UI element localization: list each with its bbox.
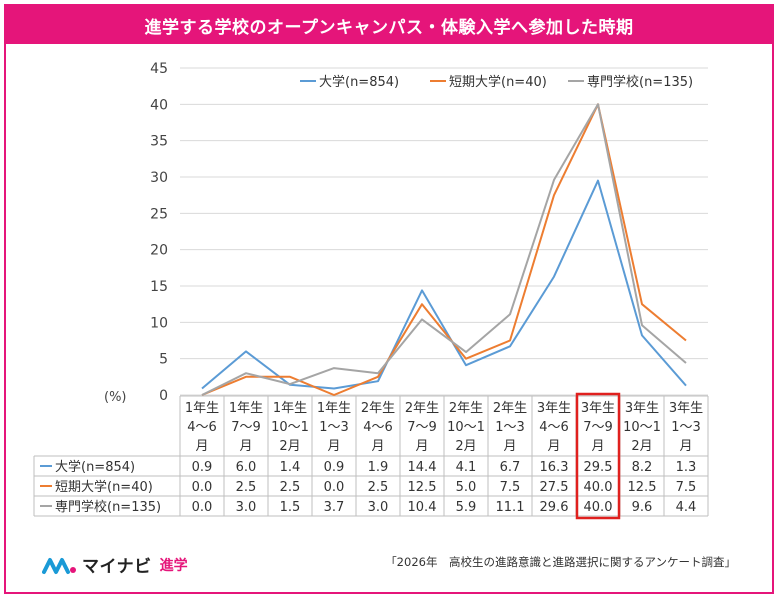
legend-label: 短期大学(n=40) bbox=[449, 74, 547, 90]
category-label: 2年生 bbox=[493, 401, 527, 416]
category-label: 7～9 bbox=[407, 420, 437, 435]
table-cell-value: 1.9 bbox=[368, 460, 389, 475]
table-cell-value: 29.6 bbox=[540, 500, 569, 515]
category-label: 月 bbox=[547, 439, 560, 454]
category-label: 月 bbox=[195, 439, 208, 454]
category-label: 1年生 bbox=[185, 401, 219, 416]
logo-accent: 進学 bbox=[159, 557, 188, 574]
table-cell-value: 29.5 bbox=[584, 460, 613, 475]
y-tick-label: 0 bbox=[159, 388, 168, 404]
table-cell-value: 0.0 bbox=[192, 480, 213, 495]
category-label: 月 bbox=[679, 439, 692, 454]
category-label: 4～6 bbox=[363, 420, 393, 435]
table-cell-value: 7.5 bbox=[676, 480, 697, 495]
table-cell-value: 4.1 bbox=[456, 460, 477, 475]
table-cell-value: 2.5 bbox=[236, 480, 257, 495]
y-tick-label: 25 bbox=[150, 206, 168, 222]
y-tick-label: 10 bbox=[150, 315, 168, 331]
table-cell-value: 16.3 bbox=[540, 460, 569, 475]
category-label: 3年生 bbox=[625, 401, 659, 416]
category-label: 1～3 bbox=[671, 420, 701, 435]
table-cell-value: 6.7 bbox=[500, 460, 521, 475]
category-label: 3年生 bbox=[537, 401, 571, 416]
category-label: 7～9 bbox=[583, 420, 613, 435]
table-cell-value: 40.0 bbox=[584, 500, 613, 515]
category-label: 月 bbox=[503, 439, 516, 454]
y-tick-label: 5 bbox=[159, 352, 168, 368]
table-cell-value: 0.0 bbox=[324, 480, 345, 495]
table-cell-value: 3.0 bbox=[236, 500, 257, 515]
table-cell-value: 0.0 bbox=[192, 500, 213, 515]
chart-title: 進学する学校のオープンキャンパス・体験入学へ参加した時期 bbox=[6, 6, 772, 44]
table-cell-value: 14.4 bbox=[408, 460, 437, 475]
category-label: 7～9 bbox=[231, 420, 261, 435]
y-tick-label: 15 bbox=[150, 279, 168, 295]
y-tick-label: 40 bbox=[150, 97, 168, 113]
legend-label: 大学(n=854) bbox=[319, 74, 399, 90]
table-cell-value: 3.7 bbox=[324, 500, 345, 515]
category-label: 1年生 bbox=[273, 401, 307, 416]
category-label: 1年生 bbox=[317, 401, 351, 416]
table-cell-value: 4.4 bbox=[676, 500, 697, 515]
table-cell-value: 27.5 bbox=[540, 480, 569, 495]
table-series-name: 専門学校(n=135) bbox=[55, 499, 161, 515]
table-cell-value: 1.4 bbox=[280, 460, 301, 475]
table-series-name: 大学(n=854) bbox=[55, 459, 135, 475]
table-cell-value: 5.9 bbox=[456, 500, 477, 515]
table-cell-value: 2.5 bbox=[368, 480, 389, 495]
logo-name: マイナビ bbox=[82, 557, 152, 577]
category-label: 2年生 bbox=[449, 401, 483, 416]
table-cell-value: 11.1 bbox=[496, 500, 525, 515]
category-label: 1年生 bbox=[229, 401, 263, 416]
table-cell-value: 0.9 bbox=[192, 460, 213, 475]
y-tick-label: 45 bbox=[150, 61, 168, 77]
category-label: 月 bbox=[327, 439, 340, 454]
table-cell-value: 5.0 bbox=[456, 480, 477, 495]
category-label: 月 bbox=[591, 439, 604, 454]
table-cell-value: 40.0 bbox=[584, 480, 613, 495]
category-label: 3年生 bbox=[669, 401, 703, 416]
category-label: 1～3 bbox=[319, 420, 349, 435]
table-series-name: 短期大学(n=40) bbox=[55, 479, 153, 495]
table-cell-value: 0.9 bbox=[324, 460, 345, 475]
table-cell-value: 12.5 bbox=[628, 480, 657, 495]
highlight-box bbox=[575, 392, 621, 520]
legend-label: 専門学校(n=135) bbox=[587, 74, 693, 90]
category-label: 月 bbox=[371, 439, 384, 454]
table-cell-value: 9.6 bbox=[632, 500, 653, 515]
category-label: 1～3 bbox=[495, 420, 525, 435]
table-cell-value: 3.0 bbox=[368, 500, 389, 515]
table-cell-value: 7.5 bbox=[500, 480, 521, 495]
category-label: 10～1 bbox=[623, 420, 661, 435]
category-label: 3年生 bbox=[581, 401, 615, 416]
category-label: 10～1 bbox=[447, 420, 485, 435]
table-cell-value: 8.2 bbox=[632, 460, 653, 475]
unit-label: (%) bbox=[104, 390, 127, 405]
table-cell-value: 2.5 bbox=[280, 480, 301, 495]
category-label: 4～6 bbox=[539, 420, 569, 435]
table-cell-value: 6.0 bbox=[236, 460, 257, 475]
category-label: 2年生 bbox=[405, 401, 439, 416]
series-line bbox=[201, 179, 687, 390]
table-cell-value: 1.5 bbox=[280, 500, 301, 515]
mynavi-logo-icon bbox=[42, 557, 76, 574]
category-label: 4～6 bbox=[187, 420, 217, 435]
category-label: 2月 bbox=[455, 439, 476, 454]
y-tick-label: 30 bbox=[150, 170, 168, 186]
y-tick-label: 20 bbox=[150, 243, 168, 259]
series-line bbox=[201, 103, 687, 396]
category-label: 月 bbox=[415, 439, 428, 454]
category-label: 月 bbox=[239, 439, 252, 454]
table-cell-value: 1.3 bbox=[676, 460, 697, 475]
category-label: 10～1 bbox=[271, 420, 309, 435]
brand-logo: マイナビ 進学 bbox=[42, 552, 188, 577]
table-cell-value: 12.5 bbox=[408, 480, 437, 495]
category-label: 2月 bbox=[631, 439, 652, 454]
table-cell-value: 10.4 bbox=[408, 500, 437, 515]
category-label: 2月 bbox=[279, 439, 300, 454]
y-tick-label: 35 bbox=[150, 134, 168, 150]
source-note: 「2026年 高校生の進路意識と進路選択に関するアンケート調査」 bbox=[385, 555, 736, 569]
category-label: 2年生 bbox=[361, 401, 395, 416]
